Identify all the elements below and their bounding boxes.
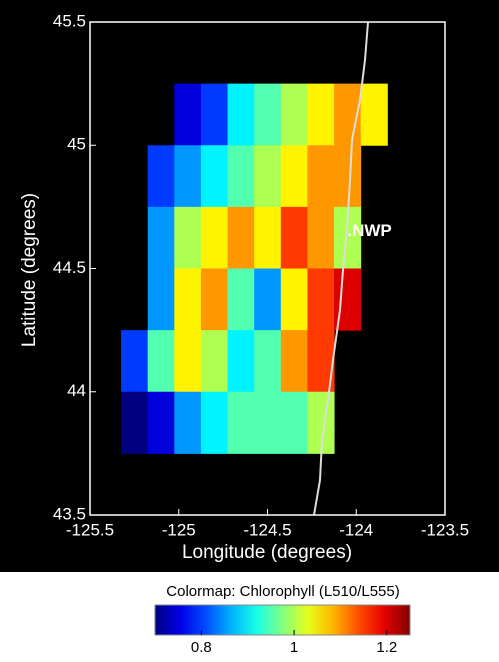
cell [201, 330, 228, 392]
cell [121, 330, 148, 392]
x-tick-label: -125 [162, 520, 196, 539]
cell [121, 392, 148, 454]
cell [201, 84, 228, 146]
annotation: .NWP [347, 221, 391, 240]
cell [174, 330, 201, 392]
colorbar-label: Colormap: Chlorophyll (L510/L555) [166, 583, 399, 600]
cell [281, 269, 308, 331]
y-tick-label: 43.5 [53, 504, 86, 523]
x-tick-label: -124 [339, 520, 373, 539]
y-tick-label: 44.5 [53, 258, 86, 277]
y-tick-label: 45.5 [53, 11, 86, 30]
cell [254, 84, 281, 146]
cell [228, 207, 255, 269]
cell [174, 145, 201, 207]
x-tick-label: -123.5 [421, 520, 469, 539]
cell [201, 145, 228, 207]
cell [307, 84, 334, 146]
chart: Longitude (degrees) Latitude (degrees) C… [0, 0, 499, 657]
colorbar-tick-label: 1.2 [376, 639, 397, 656]
cell [254, 269, 281, 331]
cell [254, 207, 281, 269]
cell [281, 84, 308, 146]
cell [361, 84, 388, 146]
cell [334, 145, 361, 207]
cell [148, 392, 175, 454]
cell [201, 392, 228, 454]
y-axis-label: Latitude (degrees) [19, 193, 40, 347]
cell [174, 269, 201, 331]
cell [201, 207, 228, 269]
colorbar-tick-label: 1 [290, 639, 298, 656]
cell [307, 269, 334, 331]
cell [228, 330, 255, 392]
x-tick-label: -124.5 [243, 520, 291, 539]
x-axis-label: Longitude (degrees) [182, 542, 352, 563]
cell [148, 145, 175, 207]
cell [228, 84, 255, 146]
cell [174, 392, 201, 454]
y-tick-label: 44 [67, 381, 86, 400]
colorbar-tick-label: 0.8 [191, 639, 212, 656]
cell [254, 145, 281, 207]
cell [281, 330, 308, 392]
y-tick-label: 45 [67, 135, 86, 154]
cell [307, 145, 334, 207]
cell [228, 269, 255, 331]
cell [174, 84, 201, 146]
cell [281, 392, 308, 454]
cell [281, 207, 308, 269]
cell [148, 269, 175, 331]
cell [148, 207, 175, 269]
cell [228, 145, 255, 207]
cell [254, 392, 281, 454]
cell [228, 392, 255, 454]
cell [254, 330, 281, 392]
cell [201, 269, 228, 331]
cell [281, 145, 308, 207]
colorbar [155, 605, 410, 635]
cell [307, 207, 334, 269]
cell [148, 330, 175, 392]
cell [174, 207, 201, 269]
